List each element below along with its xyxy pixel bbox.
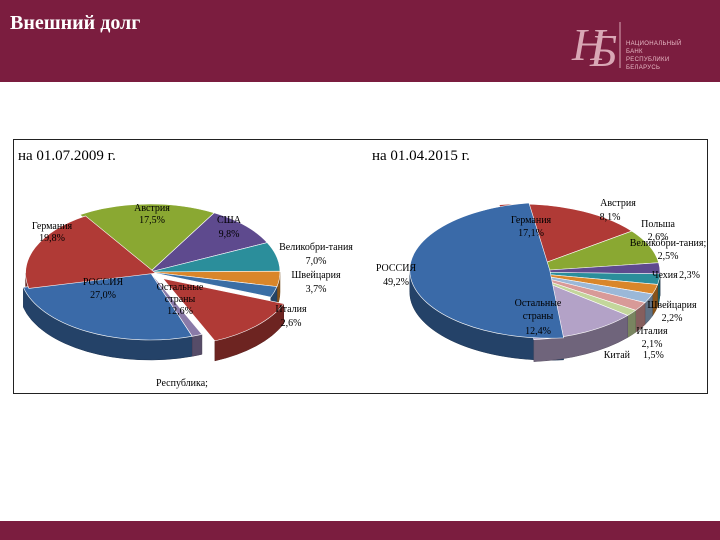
header-bar bbox=[0, 0, 720, 82]
label-2009-7-name: РОССИЯ bbox=[83, 277, 124, 288]
label-2015-5-value: 2,2% bbox=[662, 313, 683, 324]
label-2009-3-name: Швейцария bbox=[291, 270, 341, 281]
pie-2009 bbox=[22, 203, 285, 362]
label-2015-1-name: Австрия bbox=[600, 198, 636, 209]
label-2009-1-value: 9,8% bbox=[219, 229, 240, 240]
label-2015-8-name-2: страны bbox=[523, 311, 554, 322]
label-2009-2-value: 7,0% bbox=[306, 256, 327, 267]
label-2015-5-name: Швейцария bbox=[647, 300, 697, 311]
label-2015-3-name: Великобри-тания; bbox=[630, 238, 707, 249]
chart-2015-title: на 01.04.2015 г. bbox=[372, 148, 470, 164]
logo-line: НАЦИОНАЛЬНЫЙ bbox=[626, 41, 682, 47]
pie-0-slice-7 bbox=[22, 271, 193, 341]
label-2009-8-name: Германия bbox=[32, 221, 73, 232]
label-2015-0-name: Германия bbox=[511, 215, 552, 226]
pie-0-slice-0 bbox=[79, 203, 215, 273]
label-2009-4-name: Италия bbox=[275, 304, 307, 315]
label-2015-3-value: 2,5% bbox=[658, 251, 679, 262]
label-2015-2-value: 2,6% bbox=[648, 232, 669, 243]
label-2009-7-value: 27,0% bbox=[90, 290, 116, 301]
label-2009-5-value: 12,6% bbox=[167, 306, 193, 317]
label-2015-4-name: Чехия bbox=[652, 270, 678, 281]
logo-line: БАНК bbox=[626, 49, 643, 55]
svg-text:Н: Н bbox=[571, 19, 608, 70]
page-title: Внешний долг bbox=[10, 12, 141, 34]
pie-0-side-6 bbox=[191, 334, 203, 357]
bank-logo-icon: Н Б bbox=[571, 19, 621, 74]
label-2009-1-name: США bbox=[217, 215, 242, 226]
label-2009-3-value: 3,7% bbox=[306, 284, 327, 295]
pie-0-slice-5 bbox=[162, 278, 285, 342]
chart-2009-title: на 01.07.2009 г. bbox=[18, 148, 116, 164]
label-2015-9-value: 49,2% bbox=[383, 277, 409, 288]
label-2009-4-value: 2,6% bbox=[281, 318, 302, 329]
label-2009-8-value: 19,8% bbox=[39, 233, 65, 244]
pie-1-slice-9 bbox=[409, 202, 564, 339]
label-2009-0-name: Австрия bbox=[134, 203, 170, 214]
logo-line: БЕЛАРУСЬ bbox=[626, 65, 661, 71]
label-2009-5-name: Остальные bbox=[157, 282, 204, 293]
label-2015-1-value: 8,1% bbox=[600, 212, 621, 223]
labels-2015: Германия 17,1% Австрия 8,1% Польша 2,6%Велико… bbox=[376, 198, 707, 361]
logo-line: РЕСПУБЛИКИ bbox=[626, 57, 670, 63]
pie-0-slice-8 bbox=[25, 215, 157, 289]
logo-text: НАЦИОНАЛЬНЫЙ БАНК РЕСПУБЛИКИ БЕЛАРУСЬ bbox=[626, 40, 682, 72]
label-2009-6-name: Республика; bbox=[156, 378, 208, 389]
label-2009-5-name-2: страны bbox=[165, 294, 196, 305]
footer-bar bbox=[0, 521, 720, 540]
label-2009-0-value: 17,5% bbox=[139, 215, 165, 226]
svg-text:Б: Б bbox=[589, 25, 617, 74]
label-2015-6-name: Италия bbox=[636, 326, 668, 337]
pie-0-slice-1 bbox=[149, 212, 268, 273]
label-2015-7-value: 1,5% bbox=[643, 350, 664, 361]
pie-0-slice-4 bbox=[149, 271, 278, 298]
label-2015-2-name: Польша bbox=[641, 219, 675, 230]
label-2015-9-name: РОССИЯ bbox=[376, 263, 417, 274]
label-2015-8-value: 12,4% bbox=[525, 326, 551, 337]
label-2015-4-value: 2,3% bbox=[679, 270, 700, 281]
label-2015-8-name: Остальные bbox=[515, 298, 562, 309]
label-2015-7-name: Китай bbox=[604, 350, 631, 361]
label-2009-2-name: Великобри-тания bbox=[279, 242, 353, 253]
label-2015-6-value: 2,1% bbox=[642, 339, 663, 350]
label-2015-0-value: 17,1% bbox=[518, 228, 544, 239]
pie-2015 bbox=[409, 202, 661, 362]
